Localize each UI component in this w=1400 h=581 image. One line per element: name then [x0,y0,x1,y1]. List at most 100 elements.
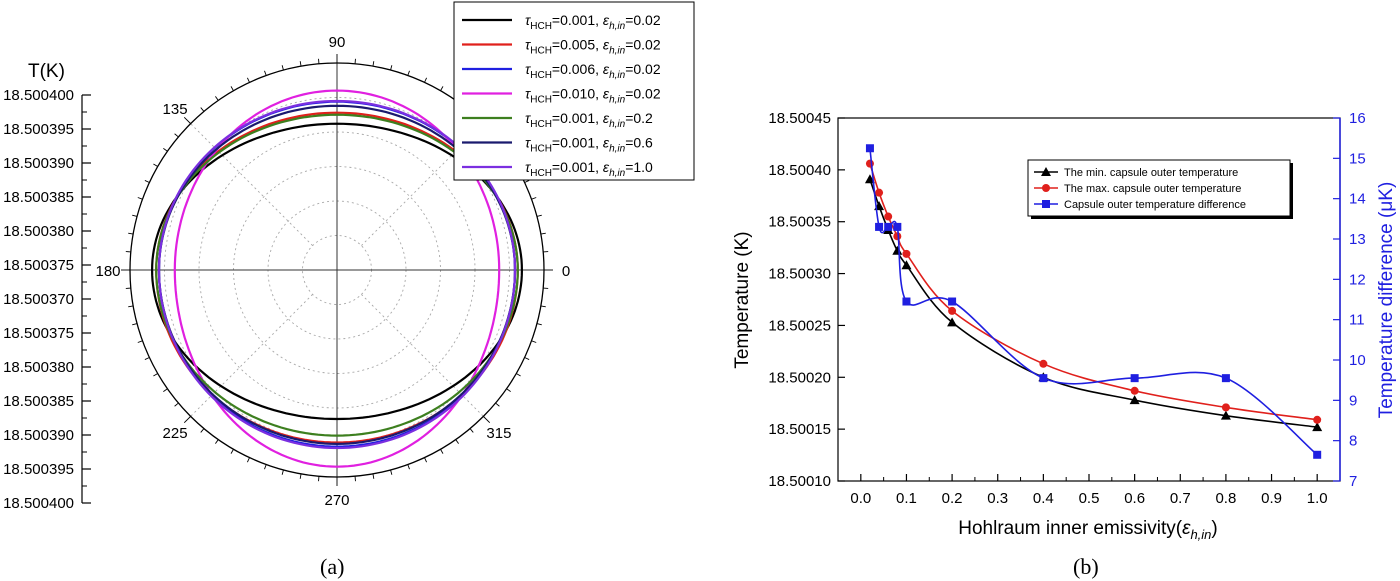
data-point-square [1130,374,1139,383]
polar-chart-panel: T(K) 18.500400 18.500395 18.500390 18.50038… [3,1,695,579]
polar-angle-tick [524,357,530,361]
radial-axis-tick-label: 18.500375 [3,325,74,342]
legend-tau-value: =0.001, [552,159,603,175]
data-point-square [948,297,957,306]
polar-legend-label: τHCH=0.010, εh,in=0.02 [525,86,661,106]
data-point-circle [884,212,893,221]
y-axis-left-tick-label: 18.50045 [768,110,831,127]
polar-angle-tick [524,179,530,183]
angle-labels: 0 90 135 180 225 270 315 [95,34,570,509]
data-point-triangle [1220,410,1231,420]
polar-angle-tick [372,473,375,479]
polar-series-line [155,113,519,437]
polar-angle-tick [144,357,150,361]
data-point-triangle [1129,395,1140,405]
x-axis-label-text: Hohlraum inner emissivity( [958,518,1183,539]
polar-grid-spoke [361,294,484,417]
radial-axis-tick-label: 18.500385 [3,189,74,206]
radial-axis-tick-label: 18.500375 [3,257,74,274]
x-axis-label-symbol: ε [1182,518,1191,539]
data-point-circle [875,188,884,197]
polar-angle-label: 270 [324,492,349,509]
radial-axis-tick-label: 18.500385 [3,393,74,410]
radial-axis-title: T(K) [28,61,65,82]
legend-tau-subscript: HCH [530,144,552,155]
polar-angle-tick [200,107,205,112]
y-axis-right-tick-label: 9 [1349,392,1357,409]
legend-eps-subscript: h,in [609,95,626,106]
data-point-triangle [1312,422,1323,432]
panel-b-caption: (b) [1073,554,1099,579]
polar-angle-tick [516,373,521,377]
polar-legend-frame [453,1,695,181]
legend-eps-symbol: ε [603,12,610,28]
polar-angle-tick [495,402,500,407]
polar-angle-tick [372,61,375,67]
polar-angle-tick [299,61,302,67]
y-axis-right-tick-label: 12 [1349,271,1366,288]
x-axis-tick-label: 0.2 [942,490,963,507]
legend-tau-symbol: τ [525,86,531,102]
legend-label: The min. capsule outer temperature [1064,167,1238,179]
legend-eps-subscript: h,in [609,119,626,130]
data-point-circle [1313,415,1322,424]
data-point-square [875,222,884,231]
y-axis-right-tick-label: 10 [1349,352,1366,369]
radial-axis-tick-label: 18.500395 [3,121,74,138]
polar-angle-tick [144,179,150,183]
legend-tau-value: =0.001, [552,12,603,28]
polar-angle-tick [440,449,444,454]
data-point-square [884,222,893,231]
x-axis: 0.0 0.1 0.2 0.3 0.4 0.5 0.6 0.7 0.8 0.9 1.0 [850,474,1328,507]
polar-legend-label: τHCH=0.006, εh,in=0.02 [525,61,661,81]
polar-angle-tick [531,197,537,200]
polar-angle-tick [153,373,158,377]
polar-angle-tick [174,133,179,138]
data-point-triangle [1041,167,1051,176]
data-point-square [1313,450,1322,459]
legend-tau-subscript: HCH [530,168,552,179]
y-axis-right-tick-label: 16 [1349,110,1366,127]
polar-angle-tick [137,340,143,343]
legend-eps-subscript: h,in [609,168,626,179]
polar-angle-tick [469,428,474,433]
polar-angle-tick [132,214,138,217]
polar-angle-tick [132,323,138,326]
legend-eps-value: =1.0 [625,159,653,175]
polar-legend-label: τHCH=0.001, εh,in=0.2 [525,110,653,130]
x-axis-tick-label: 0.1 [896,490,917,507]
data-point-square [1042,200,1050,208]
polar-grid-spoke [190,123,313,246]
polar-angle-tick [153,163,158,167]
legend-eps-symbol: ε [603,135,610,151]
data-point-circle [1130,386,1139,395]
polar-angle-tick [281,65,284,71]
polar-angle-tick [390,65,393,71]
y-axis-left-label: Temperature (K) [732,231,753,368]
radial-axis-tick-label: 18.500380 [3,223,74,240]
y-axis-right-label: Temperature difference (μK) [1376,182,1397,419]
polar-angle-tick [264,464,267,470]
legend-eps-symbol: ε [603,37,610,53]
data-point-circle [865,159,874,168]
data-point-square [1039,374,1048,383]
data-point-circle [893,232,902,241]
polar-legend-label: τHCH=0.005, εh,in=0.02 [525,37,661,57]
legend-eps-subscript: h,in [609,46,626,57]
x-axis-tick-label: 0.8 [1215,490,1236,507]
polar-angle-tick [540,232,546,235]
polar-angle-label: 90 [329,34,346,51]
polar-grid [121,54,553,486]
legend-tau-value: =0.010, [552,86,603,102]
legend-eps-subscript: h,in [609,70,626,81]
data-point-square [1221,374,1230,383]
polar-angle-tick [281,469,284,475]
y-axis-left-tick-label: 18.50035 [768,214,831,231]
data-point-triangle [947,317,958,327]
polar-legend-label: τHCH=0.001, εh,in=0.6 [525,135,653,155]
legend-tau-symbol: τ [525,61,531,77]
radial-axis-tick-label: 18.500380 [3,359,74,376]
legend-frame [1027,159,1291,217]
legend-eps-value: =0.02 [625,61,661,77]
legend-eps-symbol: ε [603,110,610,126]
